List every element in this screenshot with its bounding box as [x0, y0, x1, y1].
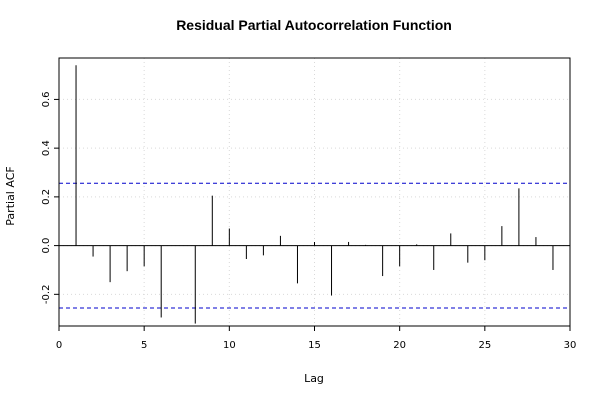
x-tick-label: 20 [393, 340, 406, 351]
pacf-bars [75, 65, 554, 324]
confidence-bounds [59, 182, 570, 309]
x-tick-label: 10 [223, 340, 236, 351]
y-tick-label: 0.0 [41, 238, 52, 254]
x-tick-label: 5 [141, 340, 147, 351]
y-tick-label: -0.2 [41, 285, 52, 305]
y-axis: -0.2 0.0 0.2 0.4 0.6 [41, 91, 59, 304]
x-tick-label: 30 [564, 340, 577, 351]
y-tick-label: 0.2 [41, 189, 52, 205]
grid-layer [58, 58, 571, 326]
y-tick-label: 0.4 [41, 140, 52, 156]
chart-title: Residual Partial Autocorrelation Functio… [176, 17, 452, 33]
x-axis: 0 5 10 15 20 25 30 [56, 326, 577, 351]
x-tick-label: 15 [308, 340, 321, 351]
y-tick-label: 0.6 [41, 91, 52, 107]
x-tick-label: 25 [478, 340, 491, 351]
x-axis-label: Lag [304, 372, 324, 385]
x-tick-label: 0 [56, 340, 62, 351]
y-axis-label: Partial ACF [4, 166, 17, 225]
